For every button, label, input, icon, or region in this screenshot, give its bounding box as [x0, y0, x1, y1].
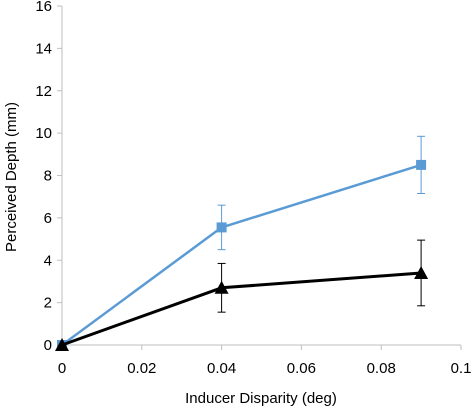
- y-tick-label: 0: [44, 337, 52, 354]
- data-point-triangle: [214, 280, 229, 294]
- x-tick-label: 0.1: [451, 360, 472, 377]
- data-point-triangle: [414, 265, 429, 279]
- y-tick-label: 6: [44, 210, 52, 227]
- y-tick-label: 4: [44, 252, 52, 269]
- x-tick-label: 0.08: [367, 360, 396, 377]
- y-tick-label: 14: [35, 40, 52, 57]
- data-point-square: [216, 222, 227, 233]
- series-line: [61, 163, 422, 347]
- x-tick-label: 0.06: [287, 360, 316, 377]
- y-axis-title: Perceived Depth (mm): [3, 102, 20, 252]
- x-tick-label: 0.02: [127, 360, 156, 377]
- data-point-square: [416, 159, 427, 170]
- y-tick-label: 2: [44, 295, 52, 312]
- x-tick-label: 0.04: [207, 360, 236, 377]
- series-line: [61, 271, 422, 347]
- y-tick-label: 10: [35, 125, 52, 142]
- data-point-triangle: [55, 338, 69, 351]
- series-triangle: [55, 239, 429, 351]
- series-square: [57, 135, 427, 350]
- axes: 0 2 4 6 8 10 12 14 16 0 0.02 0.04 0.06 0.08 0.1: [35, 0, 471, 377]
- y-tick-label: 16: [35, 0, 52, 15]
- y-tick-label: 12: [35, 83, 52, 100]
- series-layer: [55, 135, 429, 351]
- x-tick-label: 0: [58, 360, 66, 377]
- x-axis-title: Inducer Disparity (deg): [185, 390, 337, 407]
- y-tick-label: 8: [44, 168, 52, 185]
